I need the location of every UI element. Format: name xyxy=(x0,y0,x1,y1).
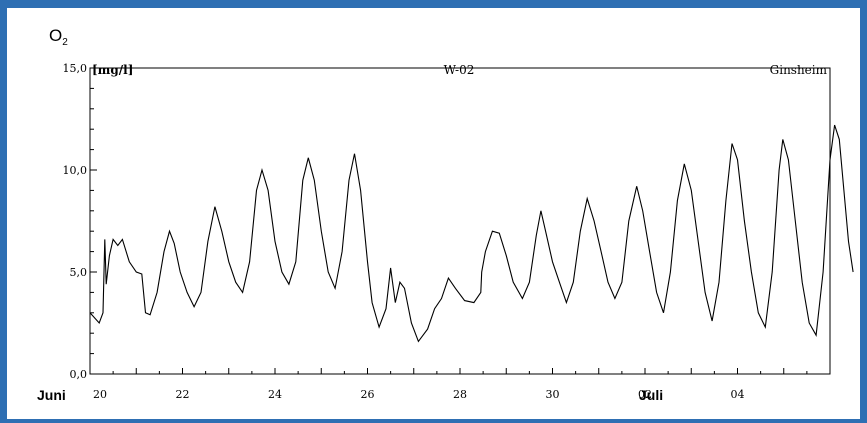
station-label: Ginsheim xyxy=(770,63,828,77)
y-axis-ticks: 0,0 5,0 10,0 15,0 xyxy=(63,62,97,381)
unit-label: [mg/l] xyxy=(92,63,133,77)
x-tick-label: 26 xyxy=(361,388,375,401)
month-label: Juni xyxy=(37,387,66,403)
axes xyxy=(89,67,831,375)
y-tick-label: 0,0 xyxy=(70,368,88,381)
oxygen-series-line xyxy=(89,124,854,343)
x-tick-label: 30 xyxy=(546,388,560,401)
x-tick-label: 22 xyxy=(176,388,190,401)
x-tick-label: 28 xyxy=(453,388,467,401)
plot-frame xyxy=(89,67,831,375)
x-axis-ticks: 20 22 24 26 28 30 02 04 Juni Juli xyxy=(37,368,831,403)
series-layer xyxy=(89,124,854,343)
x-tick-label: 20 xyxy=(93,388,107,401)
y-tick-label: 15,0 xyxy=(63,62,88,75)
x-tick-label: 02 xyxy=(638,388,652,401)
oxygen-chart: O2 [mg/l] W-02 Ginsheim 0,0 5,0 10,0 15,0 2… xyxy=(37,26,854,403)
chart-title: W-02 xyxy=(444,63,475,77)
chart-panel: O2 [mg/l] W-02 Ginsheim 0,0 5,0 10,0 15,0 2… xyxy=(7,8,860,419)
month-label: Juli xyxy=(639,387,663,403)
quantity-label: O2 xyxy=(49,26,68,48)
y-tick-label: 10,0 xyxy=(63,164,88,177)
x-tick-label: 04 xyxy=(731,388,745,401)
y-tick-label: 5,0 xyxy=(70,266,88,279)
x-tick-label: 24 xyxy=(268,388,282,401)
